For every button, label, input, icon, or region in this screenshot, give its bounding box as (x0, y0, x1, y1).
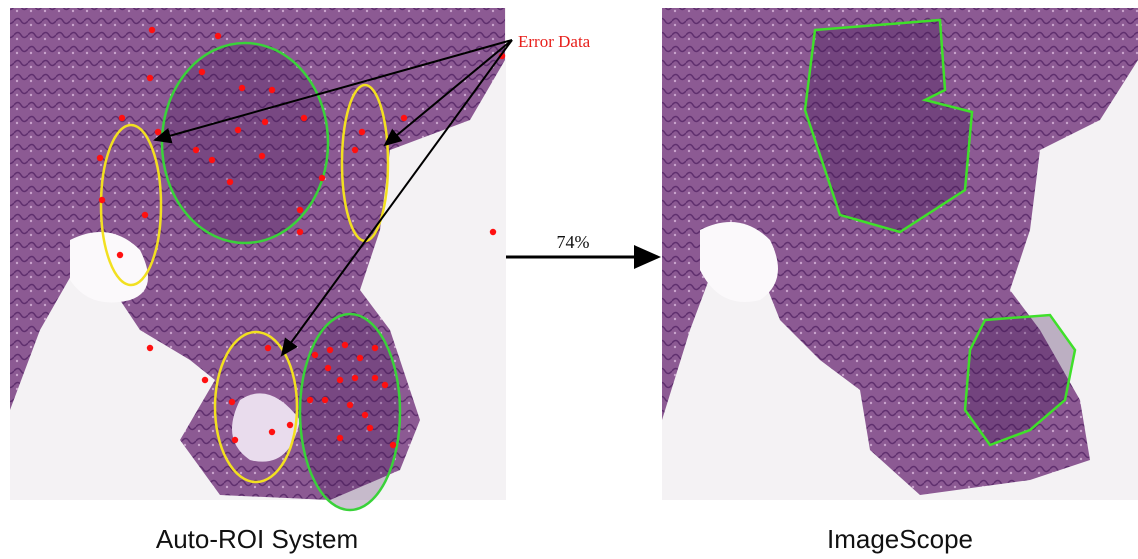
panel-caption: Auto-ROI System (156, 524, 358, 554)
red-point (202, 377, 208, 383)
red-point (382, 382, 388, 388)
red-point (215, 33, 221, 39)
red-point (342, 342, 348, 348)
red-point (155, 129, 161, 135)
red-point (297, 229, 303, 235)
red-point (307, 397, 313, 403)
red-point (337, 377, 343, 383)
red-point (287, 422, 293, 428)
panel-caption: ImageScope (827, 524, 973, 554)
red-point (199, 69, 205, 75)
red-point (147, 345, 153, 351)
red-point (227, 179, 233, 185)
red-point (97, 155, 103, 161)
red-point (322, 397, 328, 403)
roi-green (300, 314, 400, 510)
red-point (367, 425, 373, 431)
red-point (209, 157, 215, 163)
red-point (352, 147, 358, 153)
red-point (372, 345, 378, 351)
red-point (357, 355, 363, 361)
arrow-label: 74% (557, 232, 590, 252)
red-point (99, 197, 105, 203)
red-point (327, 347, 333, 353)
red-point (319, 175, 325, 181)
red-point (390, 442, 396, 448)
annotation-label: Error Data (518, 32, 591, 51)
red-point (312, 352, 318, 358)
red-point (239, 85, 245, 91)
red-point (259, 153, 265, 159)
red-point (359, 129, 365, 135)
red-point (301, 115, 307, 121)
red-point (119, 115, 125, 121)
red-point (490, 229, 496, 235)
red-point (297, 207, 303, 213)
red-point (401, 115, 407, 121)
red-point (352, 375, 358, 381)
red-point (229, 399, 235, 405)
left-panel (10, 8, 506, 510)
red-point (325, 365, 331, 371)
red-point (362, 412, 368, 418)
red-point (372, 375, 378, 381)
red-point (269, 87, 275, 93)
red-point (193, 147, 199, 153)
red-point (337, 435, 343, 441)
red-point (262, 119, 268, 125)
roi-green (162, 43, 328, 243)
red-point (269, 429, 275, 435)
red-point (147, 75, 153, 81)
page: {"annotation": {"label": "Error Data"}, … (0, 0, 1138, 559)
red-point (142, 212, 148, 218)
red-point (235, 127, 241, 133)
red-point (265, 345, 271, 351)
red-point (149, 27, 155, 33)
red-point (117, 252, 123, 258)
right-panel (662, 8, 1138, 500)
figure: Error Data 74% Auto-ROI System ImageScop… (0, 0, 1138, 559)
red-point (232, 437, 238, 443)
red-point (347, 402, 353, 408)
